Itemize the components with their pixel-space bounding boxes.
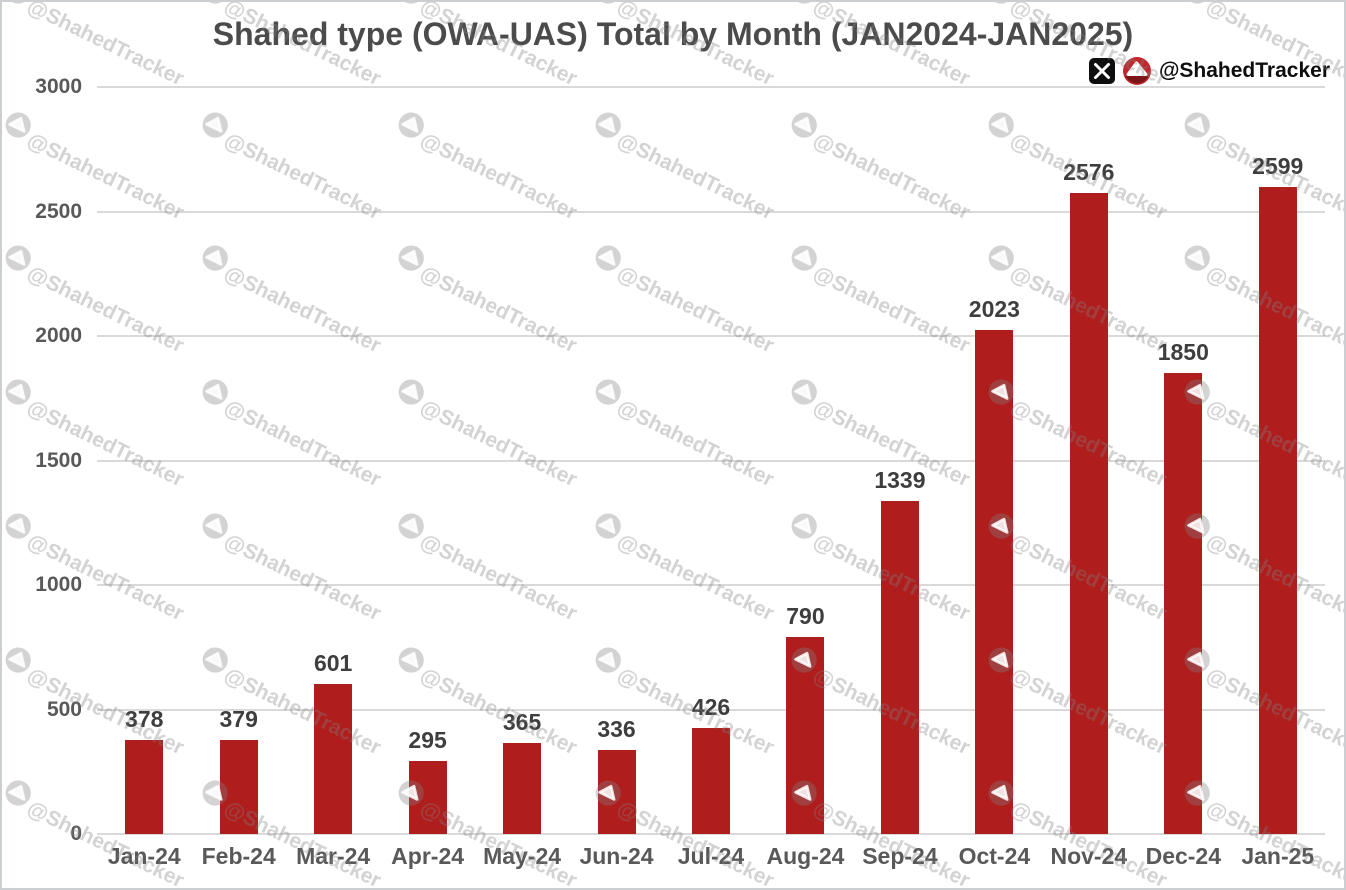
- y-axis-label: 2000: [35, 324, 82, 347]
- bar-value-label: 336: [597, 716, 636, 743]
- x-axis-label: Oct-24: [958, 843, 1031, 869]
- shahed-drone-logo-icon: [1122, 57, 1151, 85]
- bar-value-label: 1339: [874, 466, 926, 493]
- y-axis-label: 0: [70, 822, 82, 845]
- y-axis-label: 1000: [35, 573, 82, 596]
- bar: [125, 739, 164, 834]
- bar: [314, 684, 353, 834]
- bar-value-label: 1850: [1157, 339, 1209, 366]
- bar-value-label: 601: [313, 650, 353, 677]
- bar-value-label: 2023: [968, 296, 1020, 323]
- x-axis-label: Jan-25: [1241, 843, 1315, 869]
- bar: [975, 330, 1014, 834]
- bar: [408, 760, 447, 834]
- bar-value-label: 378: [125, 705, 164, 732]
- brand-badge: @ShahedTracker: [1088, 55, 1330, 87]
- y-axis-label: 1500: [35, 448, 82, 472]
- bar: [1258, 186, 1297, 834]
- brand-handle-text: @ShahedTracker: [1158, 59, 1330, 82]
- bar-value-label: 379: [219, 705, 258, 732]
- bar-value-label: 790: [786, 603, 825, 630]
- x-axis-label: Sep-24: [862, 843, 938, 869]
- bar: [219, 739, 258, 834]
- bar: [503, 743, 542, 834]
- gridline-1000: [97, 584, 1325, 586]
- x-axis-label: Jul-24: [677, 843, 745, 869]
- x-axis-label: Aug-24: [766, 843, 845, 869]
- chart-title: Shahed type (OWA-UAS) Total by Month (JA…: [212, 16, 1134, 52]
- x-axis-label: May-24: [483, 843, 562, 869]
- y-axis-label: 3000: [35, 75, 82, 98]
- bar-value-label: 365: [502, 709, 542, 736]
- x-axis-label: Feb-24: [201, 843, 276, 869]
- bar: [597, 750, 636, 834]
- y-axis-label: 2500: [35, 199, 82, 223]
- bar-value-label: 295: [408, 726, 447, 753]
- x-axis-label: Jun-24: [579, 843, 654, 869]
- x-axis-label: Mar-24: [296, 843, 371, 869]
- gridline-2000: [97, 335, 1325, 337]
- bar-value-label: 2576: [1063, 158, 1115, 185]
- gridline-3000: [97, 86, 1325, 88]
- gridline-1500: [97, 459, 1325, 462]
- x-axis-label: Apr-24: [391, 843, 465, 869]
- x-axis-label: Jan-24: [107, 843, 181, 869]
- bar: [1069, 192, 1108, 834]
- bar: [786, 637, 825, 834]
- bar-value-label: 2599: [1252, 152, 1304, 179]
- gridline-500: [97, 708, 1325, 711]
- bar-value-label: 426: [691, 693, 731, 720]
- x-axis-label: Dec-24: [1145, 843, 1222, 869]
- x-logo-icon: [1088, 58, 1115, 84]
- y-axis-label: 500: [46, 697, 82, 721]
- x-axis-label: Nov-24: [1050, 843, 1128, 869]
- gridline-0: [97, 833, 1325, 835]
- bar: [880, 500, 919, 834]
- gridline-2500: [97, 210, 1325, 213]
- bar: [692, 727, 730, 834]
- bar: [1164, 373, 1203, 834]
